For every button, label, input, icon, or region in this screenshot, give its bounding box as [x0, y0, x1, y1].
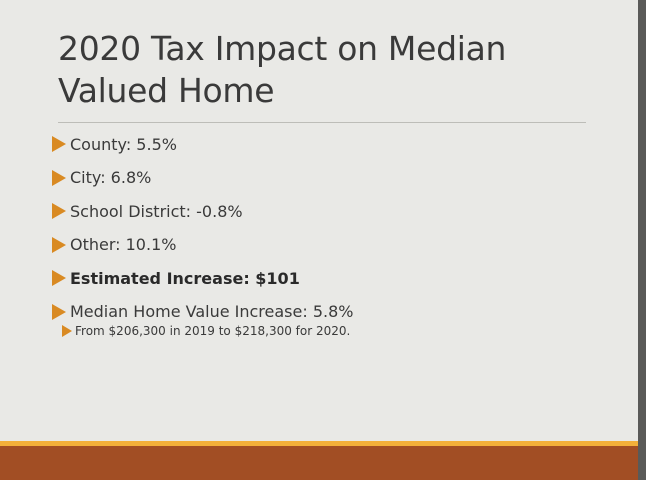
- bullet-city: City: 6.8%: [52, 166, 612, 190]
- triangle-bullet-icon: [52, 236, 66, 253]
- triangle-bullet-icon: [52, 270, 66, 286]
- bullet-text: School District: -0.8%: [70, 201, 243, 221]
- triangle-bullet-icon: [62, 325, 72, 337]
- bullet-list: County: 5.5% City: 6.8% School District:…: [52, 132, 612, 333]
- bullet-text: City: 6.8%: [70, 168, 152, 187]
- bullet-median-home-value: Median Home Value Increase: 5.8%: [52, 300, 612, 324]
- bullet-text: Other: 10.1%: [70, 235, 177, 254]
- sub-bullet-text: From $206,300 in 2019 to $218,300 for 20…: [75, 324, 351, 338]
- bullet-text: County: 5.5%: [70, 134, 177, 154]
- screen-edge: [638, 0, 646, 480]
- slide-title: 2020 Tax Impact on Median Valued Home: [58, 29, 507, 110]
- triangle-bullet-icon: [52, 169, 66, 186]
- title-divider: [58, 122, 586, 123]
- bullet-text: Median Home Value Increase: 5.8%: [70, 302, 354, 321]
- bullet-estimated-increase: Estimated Increase: $101: [52, 266, 612, 290]
- bullet-county: County: 5.5%: [52, 132, 612, 156]
- sub-bullet-home-value-range: From $206,300 in 2019 to $218,300 for 20…: [62, 324, 350, 338]
- triangle-bullet-icon: [52, 203, 66, 219]
- triangle-bullet-icon: [52, 136, 66, 152]
- bullet-school-district: School District: -0.8%: [52, 199, 612, 223]
- triangle-bullet-icon: [52, 303, 66, 320]
- bullet-text: Estimated Increase: $101: [70, 268, 300, 288]
- footer-stripe: [0, 441, 638, 446]
- bullet-other: Other: 10.1%: [52, 233, 612, 257]
- footer-band: [0, 446, 638, 480]
